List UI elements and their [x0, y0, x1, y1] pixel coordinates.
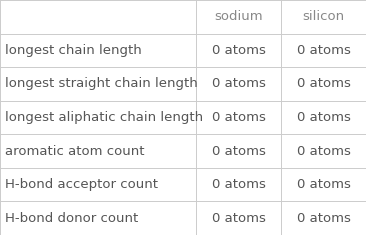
Text: aromatic atom count: aromatic atom count	[5, 145, 145, 158]
Text: H-bond acceptor count: H-bond acceptor count	[5, 178, 158, 191]
Text: 0 atoms: 0 atoms	[212, 44, 265, 57]
Text: 0 atoms: 0 atoms	[212, 212, 265, 225]
Text: 0 atoms: 0 atoms	[296, 111, 351, 124]
Text: H-bond donor count: H-bond donor count	[5, 212, 139, 225]
Text: 0 atoms: 0 atoms	[296, 77, 351, 90]
Text: longest straight chain length: longest straight chain length	[5, 77, 198, 90]
Text: 0 atoms: 0 atoms	[296, 178, 351, 191]
Text: 0 atoms: 0 atoms	[296, 145, 351, 158]
Text: sodium: sodium	[214, 10, 263, 23]
Text: longest chain length: longest chain length	[5, 44, 142, 57]
Text: 0 atoms: 0 atoms	[212, 77, 265, 90]
Text: 0 atoms: 0 atoms	[212, 178, 265, 191]
Text: longest aliphatic chain length: longest aliphatic chain length	[5, 111, 203, 124]
Text: 0 atoms: 0 atoms	[212, 145, 265, 158]
Text: 0 atoms: 0 atoms	[296, 44, 351, 57]
Text: 0 atoms: 0 atoms	[212, 111, 265, 124]
Text: silicon: silicon	[302, 10, 345, 23]
Text: 0 atoms: 0 atoms	[296, 212, 351, 225]
